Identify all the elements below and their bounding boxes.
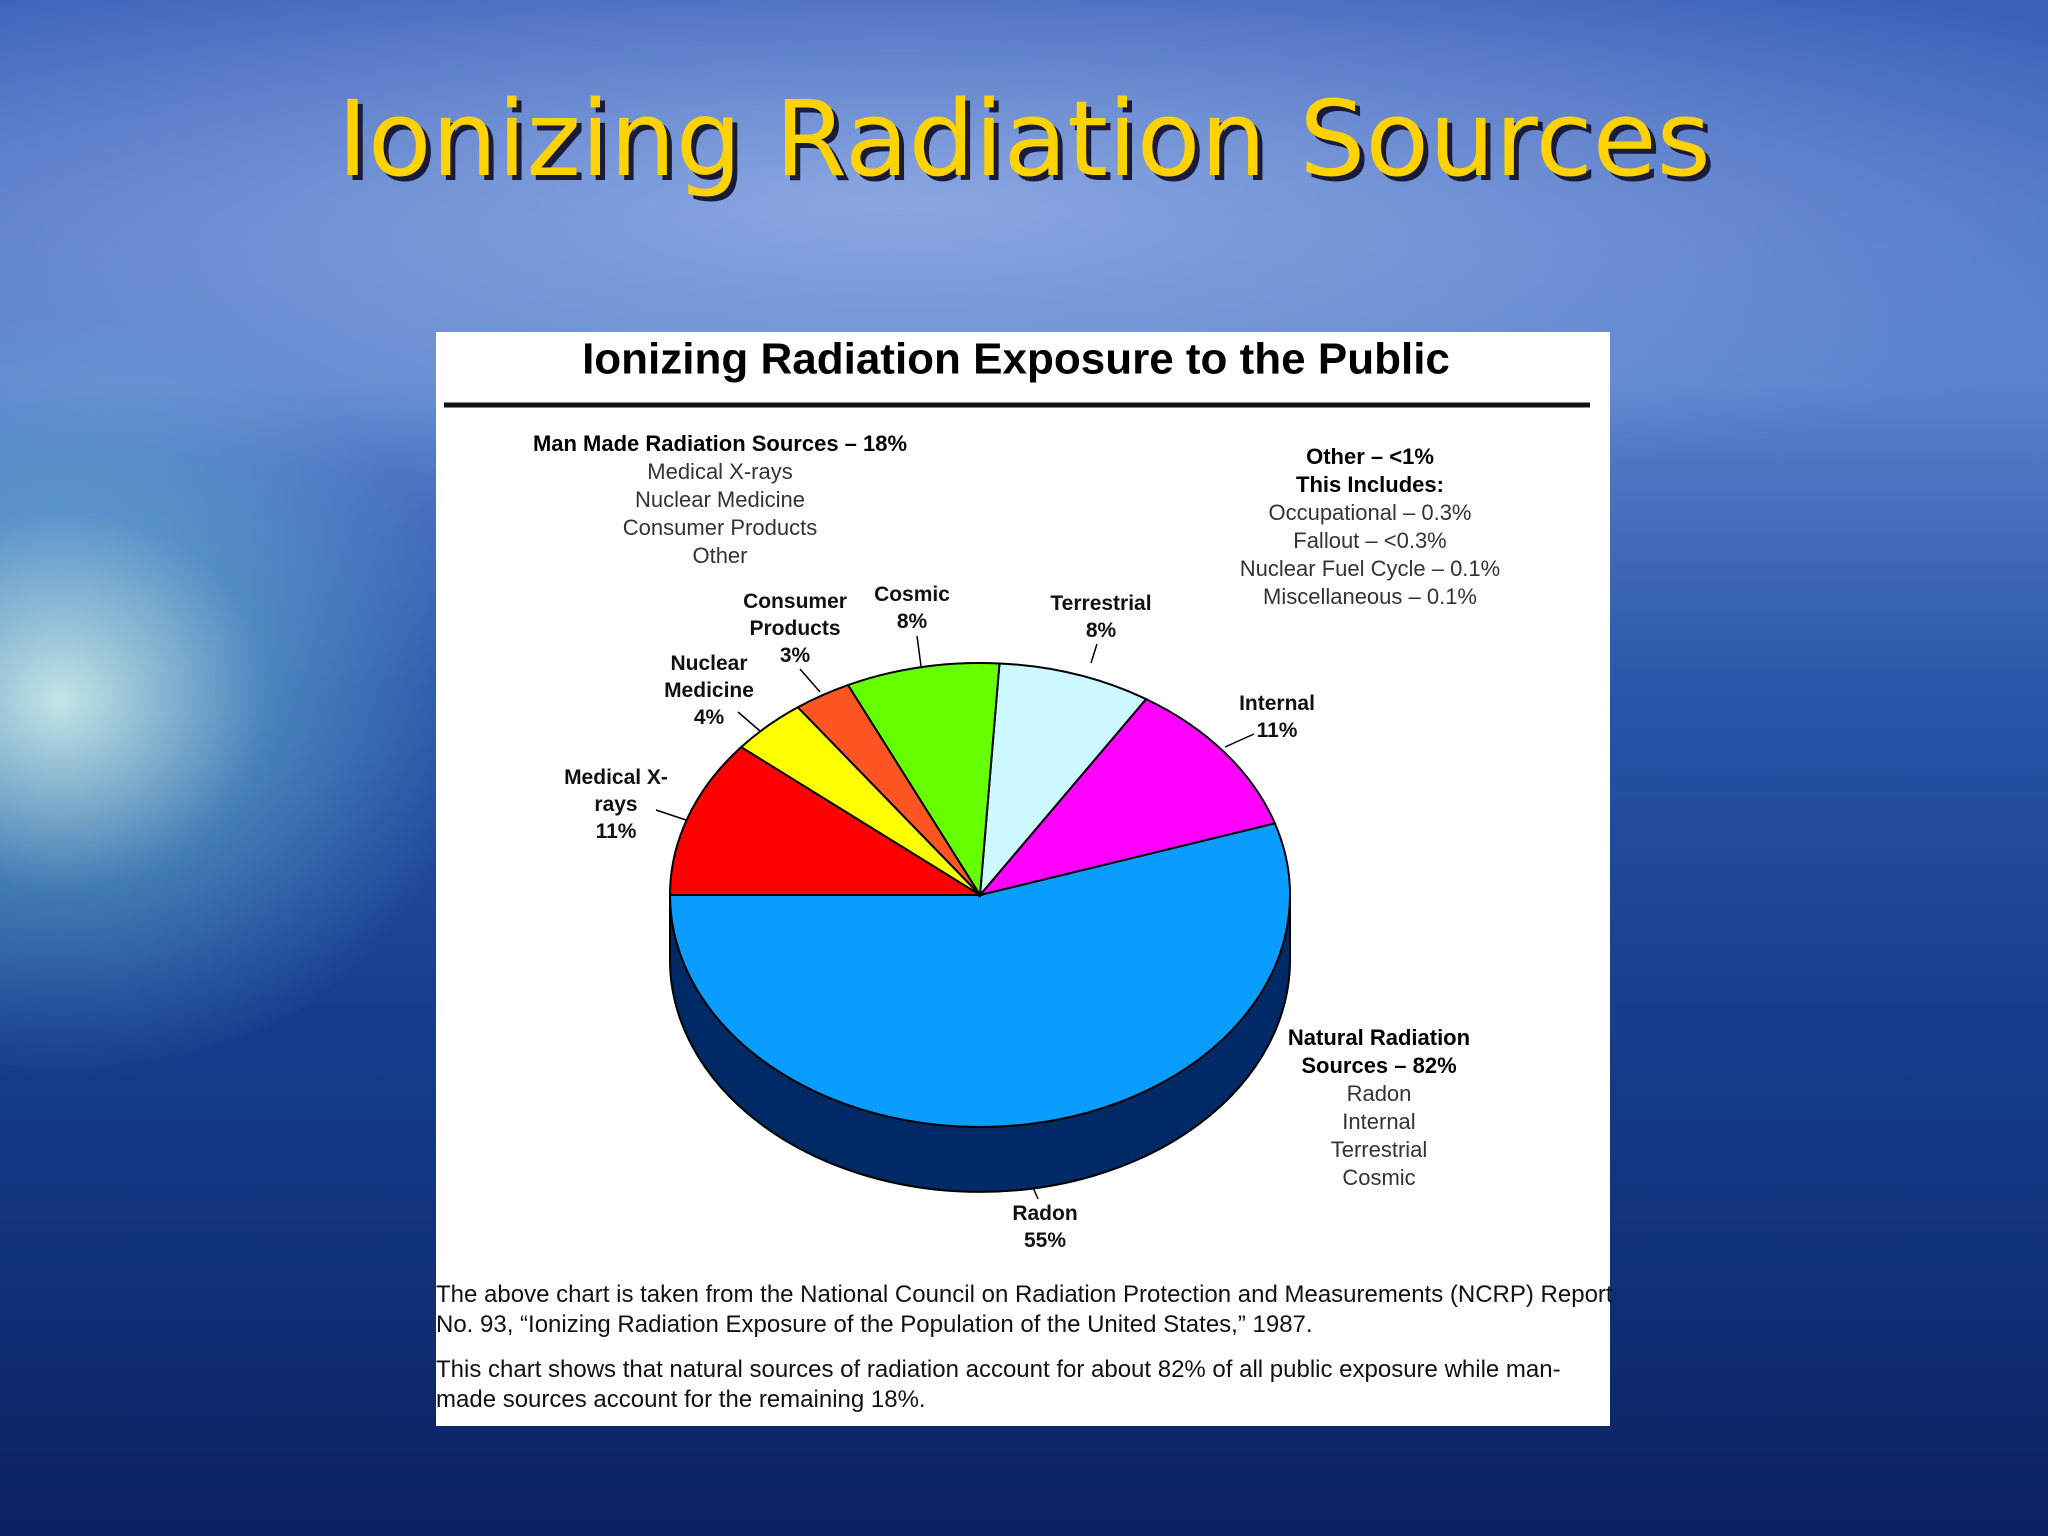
value-label: 4% [693, 706, 725, 729]
note-item: Consumer Products [622, 515, 818, 540]
category-label: Nuclear Medicine [664, 652, 754, 702]
slice-label: Cosmic 8% [862, 581, 962, 635]
other-note: Other – <1% This Includes: Occupational … [1240, 443, 1500, 611]
slice-label: Consumer Products 3% [730, 588, 860, 669]
man-made-note: Man Made Radiation Sources – 18% Medical… [533, 430, 907, 570]
value-label: 8% [896, 610, 928, 633]
note-heading: Natural Radiation Sources – 82% [1287, 1025, 1471, 1078]
pie-slice [846, 662, 1001, 899]
note-item: Occupational – 0.3% [1268, 500, 1472, 525]
category-label: Medical X-rays [564, 766, 668, 816]
slice-label: Radon 55% [995, 1200, 1095, 1254]
slice-label: Nuclear Medicine 4% [649, 650, 769, 731]
pie-slice [668, 822, 1291, 1128]
category-label: Terrestrial [1050, 592, 1152, 615]
category-label: Cosmic [874, 583, 950, 606]
category-label: Radon [1012, 1202, 1078, 1225]
category-label: Internal [1239, 692, 1315, 715]
natural-note: Natural Radiation Sources – 82% Radon Int… [1264, 1024, 1494, 1192]
note-item: Miscellaneous – 0.1% [1262, 584, 1478, 609]
note-item: Nuclear Medicine [635, 487, 805, 512]
note-item: Terrestrial [1330, 1137, 1428, 1162]
slice-label: Terrestrial 8% [1031, 590, 1171, 644]
value-label: 3% [779, 644, 811, 667]
note-item: Medical X-rays [647, 459, 793, 484]
note-heading: Other – <1% [1306, 444, 1434, 469]
slice-label: Medical X-rays 11% [561, 764, 671, 845]
note-heading: Man Made Radiation Sources – 18% [532, 431, 908, 456]
pie-slice [977, 697, 1277, 897]
note-item: Radon [1346, 1081, 1412, 1106]
value-label: 8% [1085, 619, 1117, 642]
value-label: 11% [595, 820, 637, 843]
note-subheading: This Includes: [1296, 472, 1444, 497]
note-item: Cosmic [1342, 1165, 1416, 1190]
slide-title: Ionizing Radiation Sources [337, 78, 1711, 200]
category-label: Consumer Products [743, 590, 847, 640]
footnote: The above chart is taken from the Nation… [436, 1281, 1613, 1338]
note-item: Internal [1342, 1109, 1416, 1134]
slice-label: Internal 11% [1227, 690, 1327, 744]
value-label: 55% [1023, 1229, 1067, 1252]
note-item: Other [692, 543, 748, 568]
pie-slice [668, 745, 984, 896]
note-item: Nuclear Fuel Cycle – 0.1% [1239, 556, 1501, 581]
pie-slice [978, 662, 1148, 899]
note-item: Fallout – <0.3% [1293, 528, 1447, 553]
value-label: 11% [1256, 719, 1298, 742]
footnote: This chart shows that natural sources of… [436, 1356, 1561, 1413]
chart-title: Ionizing Radiation Exposure to the Publi… [582, 335, 1450, 384]
